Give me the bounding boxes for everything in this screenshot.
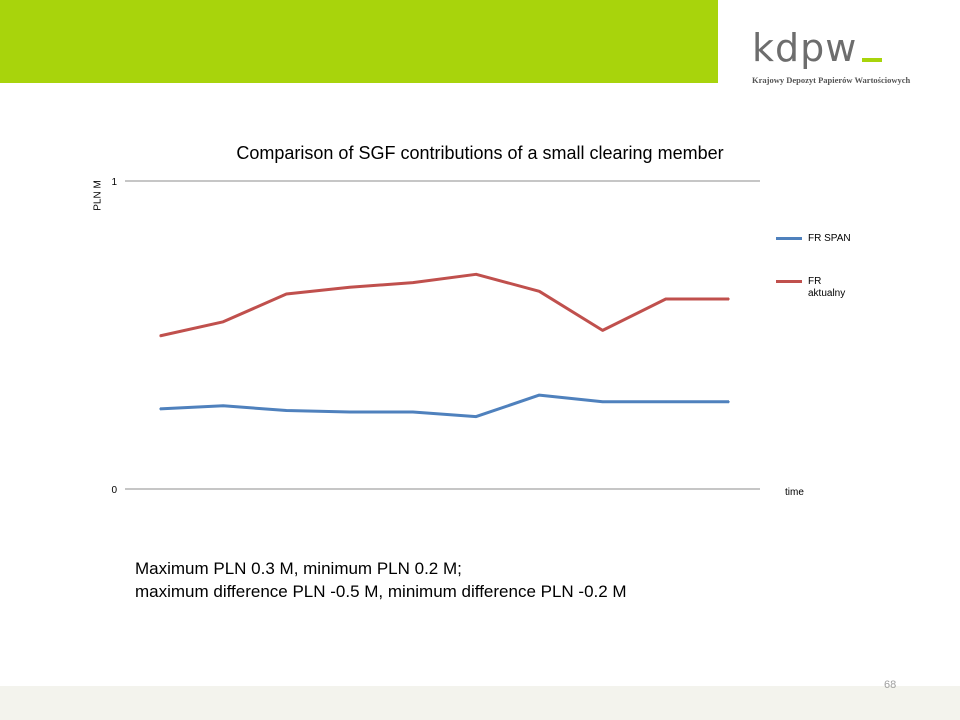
data-point-fr-aktualny-7 [538, 290, 541, 293]
data-point-fr-aktualny-8 [601, 329, 604, 332]
legend-label-fr-aktualny: FR aktualny [808, 276, 846, 299]
legend-swatch-fr-span [776, 236, 802, 240]
data-point-fr-span-1 [159, 408, 161, 410]
data-point-fr-span-8 [601, 401, 604, 403]
series-line-fr-aktualny [159, 272, 729, 338]
x-axis-label: time [785, 487, 804, 498]
logo-tagline: Krajowy Depozyt Papierów Wartościowych [752, 75, 911, 85]
legend-item-fr-aktualny: FR aktualny [776, 276, 858, 300]
legend-label-fr-span: FR SPAN [808, 233, 851, 244]
data-point-fr-aktualny-3 [285, 293, 288, 295]
data-point-fr-aktualny-5 [412, 281, 414, 284]
logo-word: kdpw [752, 26, 858, 70]
summary-line-1: Maximum PLN 0.3 M, minimum PLN 0.2 M; [135, 559, 462, 578]
data-point-fr-aktualny-9 [664, 298, 667, 300]
legend-swatch-fr-aktualny [776, 279, 802, 283]
data-point-fr-aktualny-2 [222, 320, 225, 323]
y-tick-0: 0 [111, 485, 117, 496]
kdpw-logo: kdpw Krajowy Depozyt Papierów Wartościow… [752, 28, 952, 92]
chart-title: Comparison of SGF contributions of a sma… [236, 143, 724, 163]
data-point-fr-span-10 [728, 401, 730, 403]
data-point-fr-aktualny-4 [348, 286, 351, 289]
data-point-fr-span-3 [285, 409, 288, 412]
y-tick-1: 1 [111, 177, 117, 188]
data-point-fr-span-6 [475, 415, 477, 418]
data-point-fr-aktualny-1 [159, 335, 161, 337]
data-point-fr-span-9 [664, 401, 667, 403]
series-line-fr-span [159, 393, 729, 419]
summary-text: Maximum PLN 0.3 M, minimum PLN 0.2 M; ma… [135, 557, 627, 603]
page-number: 68 [884, 679, 897, 691]
summary-line-2: maximum difference PLN -0.5 M, minimum d… [135, 582, 627, 601]
footer-band [0, 686, 960, 720]
data-point-fr-aktualny-10 [728, 298, 730, 300]
logo-underscore [862, 58, 882, 62]
data-point-fr-span-2 [222, 405, 225, 407]
data-point-fr-span-4 [348, 411, 351, 413]
data-point-fr-aktualny-6 [475, 273, 477, 276]
header-accent-bar [0, 0, 718, 83]
data-point-fr-span-7 [538, 394, 541, 396]
data-point-fr-span-5 [412, 411, 414, 413]
legend-item-fr-span: FR SPAN [776, 233, 851, 245]
